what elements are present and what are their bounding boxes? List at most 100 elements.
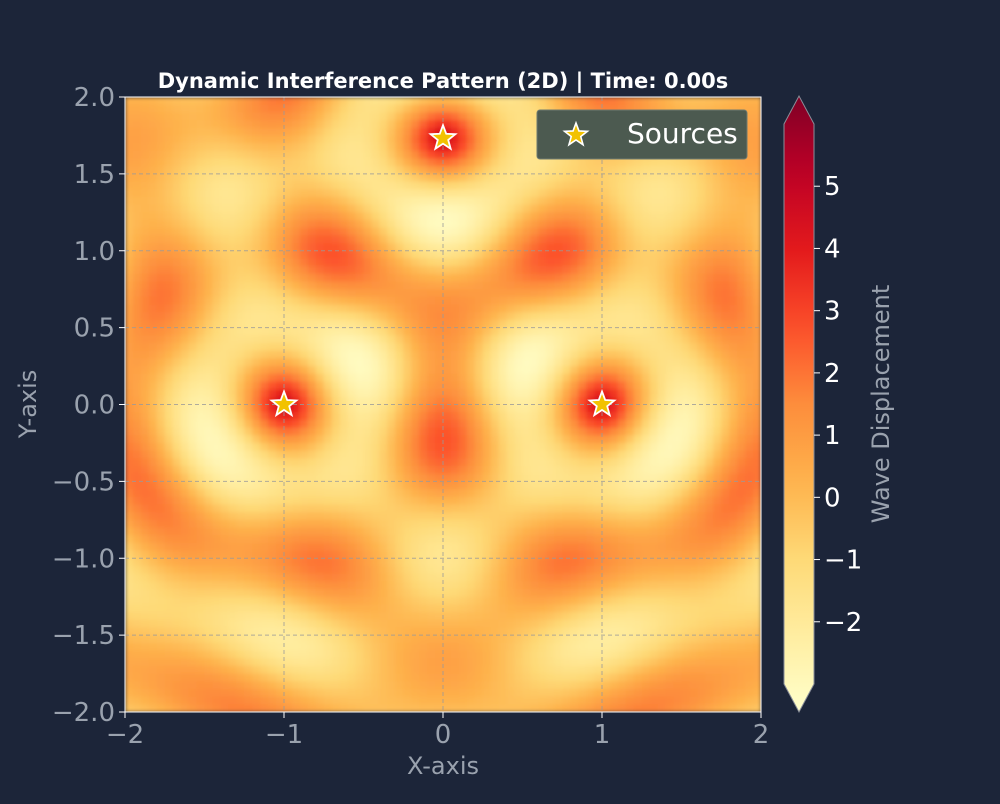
heatmap-cell <box>554 396 563 406</box>
heatmap-cell <box>411 573 420 582</box>
heatmap-cell <box>172 381 182 390</box>
heatmap-cell <box>506 189 516 198</box>
heatmap-cell <box>609 373 619 383</box>
heatmap-cell <box>609 289 619 298</box>
heatmap-cell <box>252 273 261 283</box>
heatmap-cell <box>490 273 500 283</box>
heatmap-cell <box>323 673 333 682</box>
heatmap-cell <box>180 604 190 613</box>
heatmap-cell <box>196 650 206 659</box>
heatmap-cell <box>276 289 285 298</box>
heatmap-cell <box>236 619 245 629</box>
heatmap-cell <box>617 166 627 175</box>
heatmap-cell <box>252 143 261 152</box>
heatmap-cell <box>570 427 579 436</box>
heatmap-cell <box>363 635 373 644</box>
heatmap-cell <box>474 381 484 390</box>
heatmap-cell <box>538 319 547 329</box>
heatmap-cell <box>172 150 182 160</box>
heatmap-cell <box>466 112 476 121</box>
heatmap-cell <box>586 250 595 260</box>
heatmap-cell <box>450 673 460 682</box>
heatmap-cell <box>450 389 460 398</box>
heatmap-cell <box>323 97 333 106</box>
heatmap-cell <box>260 627 269 636</box>
heatmap-cell <box>331 127 341 137</box>
heatmap-cell <box>188 596 198 605</box>
heatmap-cell <box>498 496 508 506</box>
heatmap-cell <box>474 212 484 221</box>
heatmap-cell <box>570 181 579 190</box>
heatmap-cell <box>458 435 468 444</box>
heatmap-cell <box>490 681 500 690</box>
heatmap-cell <box>482 227 492 236</box>
heatmap-cell <box>307 558 317 567</box>
heatmap-cell <box>617 250 627 260</box>
heatmap-cell <box>252 558 261 567</box>
heatmap-cell <box>602 373 611 383</box>
heatmap-cell <box>315 227 325 236</box>
heatmap-cell <box>204 189 214 198</box>
heatmap-cell <box>188 381 198 390</box>
heatmap-cell <box>180 489 190 498</box>
heatmap-cell <box>466 120 476 129</box>
heatmap-cell <box>458 343 468 352</box>
heatmap-cell <box>474 120 484 129</box>
heatmap-cell <box>482 104 492 113</box>
heatmap-cell <box>236 97 245 106</box>
heatmap-cell <box>458 366 468 375</box>
heatmap-cell <box>435 419 444 429</box>
heatmap-cell <box>204 335 214 344</box>
heatmap-cell <box>530 189 539 198</box>
heatmap-cell <box>570 473 579 482</box>
heatmap-cell <box>164 158 174 167</box>
heatmap-cell <box>291 450 301 459</box>
heatmap-cell <box>530 212 539 221</box>
heatmap-cell <box>617 235 627 244</box>
heatmap-cell <box>570 458 579 467</box>
heatmap-cell <box>379 489 388 498</box>
heatmap-cell <box>609 335 619 344</box>
heatmap-cell <box>530 665 539 675</box>
heatmap-cell <box>522 427 532 436</box>
heatmap-cell <box>387 166 396 175</box>
heatmap-cell <box>252 304 261 313</box>
heatmap-cell <box>387 550 396 559</box>
heatmap-cell <box>260 642 269 652</box>
heatmap-cell <box>164 181 174 190</box>
heatmap-cell <box>498 619 508 629</box>
heatmap-cell <box>594 573 603 582</box>
heatmap-cell <box>268 558 277 567</box>
heatmap-cell <box>538 558 547 567</box>
heatmap-cell <box>403 489 412 498</box>
heatmap-cell <box>371 150 380 160</box>
heatmap-cell <box>482 250 492 260</box>
heatmap-cell <box>482 343 492 352</box>
heatmap-cell <box>204 396 214 406</box>
heatmap-cell <box>180 189 190 198</box>
heatmap-cell <box>554 489 563 498</box>
heatmap-cell <box>180 550 190 559</box>
heatmap-cell <box>586 688 595 698</box>
heatmap-cell <box>443 581 452 590</box>
heatmap-cell <box>196 412 206 421</box>
heatmap-cell <box>594 673 603 682</box>
heatmap-cell <box>125 542 134 552</box>
heatmap-cell <box>156 220 166 229</box>
heatmap-cell <box>562 565 571 575</box>
heatmap-cell <box>148 596 158 605</box>
heatmap-cell <box>228 196 237 206</box>
heatmap-cell <box>443 650 452 659</box>
heatmap-cell <box>594 458 603 467</box>
heatmap-cell <box>331 404 341 413</box>
heatmap-cell <box>602 512 611 521</box>
heatmap-cell <box>172 466 182 475</box>
heatmap-cell <box>212 650 221 659</box>
heatmap-cell <box>578 173 587 183</box>
heatmap-cell <box>260 127 269 137</box>
heatmap-cell <box>212 604 221 613</box>
heatmap-cell <box>522 243 532 252</box>
heatmap-cell <box>570 319 579 329</box>
heatmap-cell <box>355 196 365 206</box>
heatmap-cell <box>594 550 603 559</box>
